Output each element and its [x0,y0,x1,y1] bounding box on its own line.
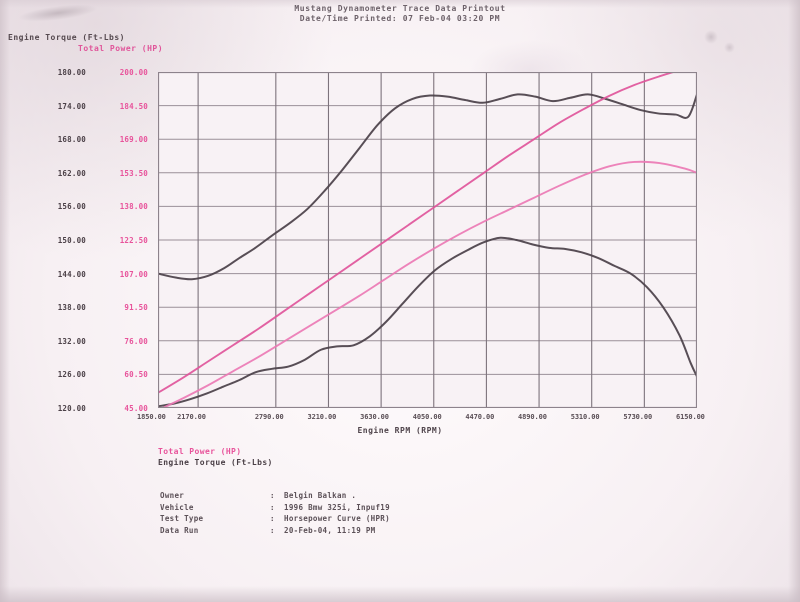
y-tick-label-right: 91.50 [124,303,148,313]
legend-item-torque: Engine Torque (Ft-Lbs) [158,458,273,467]
paper-edge-left [0,0,10,602]
info-key: Owner [160,491,185,500]
series-lines [158,72,697,408]
info-value: 20-Feb-04, 11:19 PM [284,525,376,535]
info-key: Vehicle [160,502,194,512]
plot-border [158,72,697,408]
x-tick-label: 2790.00 [254,413,284,421]
y-tick-label-left: 120.00 [57,404,86,413]
dyno-chart-svg [158,72,697,408]
grid-lines [158,72,697,408]
y-tick-label-left: 168.00 [57,135,86,145]
y-tick-label-right: 76.00 [124,336,148,346]
info-value: Belgin Balkan . [284,491,357,500]
y-tick-label-right: 200.00 [119,68,148,77]
y-tick-label-left: 156.00 [57,202,86,212]
table-row: Owner: Belgin Balkan . [160,490,390,502]
series-line-2 [158,72,677,394]
y-tick-label-left: 144.00 [57,269,86,279]
y-tick-label-right: 184.50 [119,101,148,111]
y-tick-label-right: 45.00 [124,404,148,413]
y-tick-label-left: 132.00 [57,336,86,346]
x-tick-label: 3630.00 [360,413,389,421]
info-value: 1996 Bmw 325i, Inpuf19 [284,502,390,512]
y-tick-label-right: 153.50 [119,168,148,178]
paper-edge-bottom [0,586,800,602]
x-tick-label: 6150.00 [676,413,705,421]
info-separator: : [270,491,275,500]
chart-legend: Total Power (HP) Engine Torque (Ft-Lbs) [158,446,273,468]
legend-item-power: Total Power (HP) [158,447,242,456]
x-tick-label: 3210.00 [307,413,337,421]
y-tick-label-right: 138.00 [119,202,148,212]
x-tick-label: 5310.00 [570,413,600,421]
info-value: Horsepower Curve (HPR) [284,514,390,523]
y-tick-label-left: 162.00 [57,168,86,178]
info-separator: : [270,514,275,523]
x-tick-label: 1850.00 [137,413,166,421]
x-tick-label: 4050.00 [412,413,442,421]
y-tick-label-right: 122.50 [119,236,148,245]
table-row: Test Type: Horsepower Curve (HPR) [160,513,390,525]
print-timestamp: Date/Time Printed: 07 Feb-04 03:20 PM [299,14,501,23]
test-info-rows: Owner: Belgin Balkan . Vehicle:1996 Bmw 32… [160,490,390,536]
y-tick-label-left: 138.00 [57,303,86,313]
page-title: Mustang Dynamometer Trace Data Printout [294,4,506,13]
y-tick-label-right: 60.50 [124,370,148,380]
info-separator: : [270,525,275,535]
y-axis-right-title: Total Power (HP) [78,44,164,53]
paper-edge-top [0,0,800,8]
y-axis-left-title: Engine Torque (Ft-Lbs) [8,33,125,42]
series-line-0 [158,93,697,281]
y-tick-label-left: 180.00 [57,68,86,77]
x-axis-title: Engine RPM (RPM) [357,426,443,435]
y-tick-label-right: 169.00 [119,135,148,145]
series-line-1 [158,236,697,408]
info-key: Test Type [160,514,204,523]
y-tick-label-left: 126.00 [57,370,86,380]
paper-edge-right [788,0,800,602]
y-tick-label-left: 174.00 [57,101,86,111]
test-info-table: Owner: Belgin Balkan . Vehicle:1996 Bmw 32… [160,490,390,536]
y-tick-label-right: 107.00 [119,269,148,279]
info-key: Data Run [160,525,199,535]
x-tick-label: 5730.00 [623,413,653,421]
series-line-3 [160,160,697,408]
dyno-plot-area [158,72,697,408]
y-tick-label-left: 150.00 [57,236,86,245]
info-separator: : [270,502,275,512]
x-tick-label: 4470.00 [465,413,495,421]
x-tick-label: 2170.00 [177,413,206,421]
x-tick-label: 4890.00 [518,413,547,421]
table-row: Vehicle:1996 Bmw 325i, Inpuf19 [160,502,390,514]
table-row: Data Run:20-Feb-04, 11:19 PM [160,525,390,537]
